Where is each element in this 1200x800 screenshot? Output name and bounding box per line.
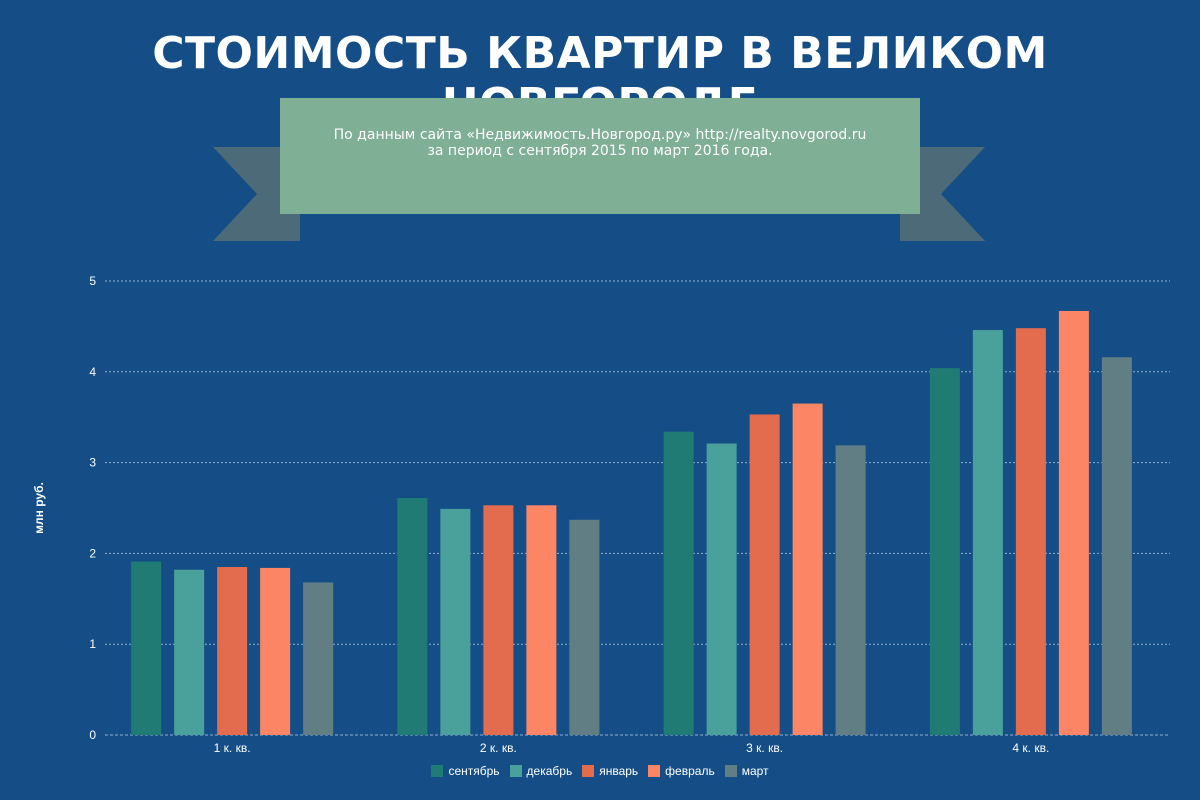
bar: [440, 508, 471, 735]
ribbon-right-tail: [900, 147, 985, 241]
legend-swatch: [431, 765, 444, 777]
bar: [706, 443, 737, 735]
legend-swatch: [582, 765, 595, 777]
bar: [260, 567, 291, 735]
legend-label: февраль: [665, 764, 715, 778]
bar: [663, 431, 694, 735]
bar: [749, 414, 780, 735]
legend-swatch: [724, 765, 737, 777]
source-banner: По данным сайта «Недвижимость.Новгород.р…: [280, 98, 920, 214]
bar: [397, 498, 428, 735]
bar: [929, 368, 960, 735]
legend-item: сентябрь: [431, 764, 500, 778]
x-tick-label: 4 к. кв.: [1012, 741, 1049, 755]
legend-label: сентябрь: [448, 764, 500, 778]
bar: [1015, 328, 1046, 735]
legend-swatch: [509, 765, 522, 777]
legend-label: декабрь: [526, 764, 573, 778]
x-tick-label: 3 к. кв.: [746, 741, 783, 755]
y-tick-label: 4: [89, 365, 96, 379]
x-tick-label: 2 к. кв.: [480, 741, 517, 755]
bar: [174, 569, 205, 735]
legend-item: март: [724, 764, 769, 778]
bar: [569, 519, 600, 735]
banner-line-2: за период с сентября 2015 по март 2016 г…: [427, 143, 773, 159]
y-axis-label: млн руб.: [32, 482, 46, 534]
y-tick-label: 1: [89, 637, 96, 651]
legend-label: март: [741, 764, 769, 778]
bar: [217, 567, 248, 735]
y-tick-label: 5: [89, 274, 96, 288]
bar: [131, 561, 162, 735]
bar: [835, 445, 866, 735]
bar: [526, 505, 557, 735]
bar: [1101, 357, 1132, 735]
ribbon-decoration: [213, 147, 985, 241]
legend-swatch: [648, 765, 661, 777]
bar: [792, 403, 823, 735]
bar: [303, 582, 334, 735]
ribbon-left-tail: [213, 147, 300, 241]
x-tick-label: 1 к. кв.: [214, 741, 251, 755]
y-tick-label: 3: [89, 456, 96, 470]
y-tick-label: 2: [89, 546, 96, 560]
bar: [483, 505, 514, 735]
y-tick-label: 0: [89, 728, 96, 742]
bar: [972, 330, 1003, 735]
chart-legend: сентябрь декабрь январь февраль март: [0, 764, 1200, 778]
legend-item: январь: [582, 764, 638, 778]
legend-label: январь: [599, 764, 639, 778]
legend-item: декабрь: [509, 764, 573, 778]
legend-item: февраль: [648, 764, 715, 778]
banner-line-1: По данным сайта «Недвижимость.Новгород.р…: [333, 127, 867, 143]
bar: [1058, 310, 1089, 735]
